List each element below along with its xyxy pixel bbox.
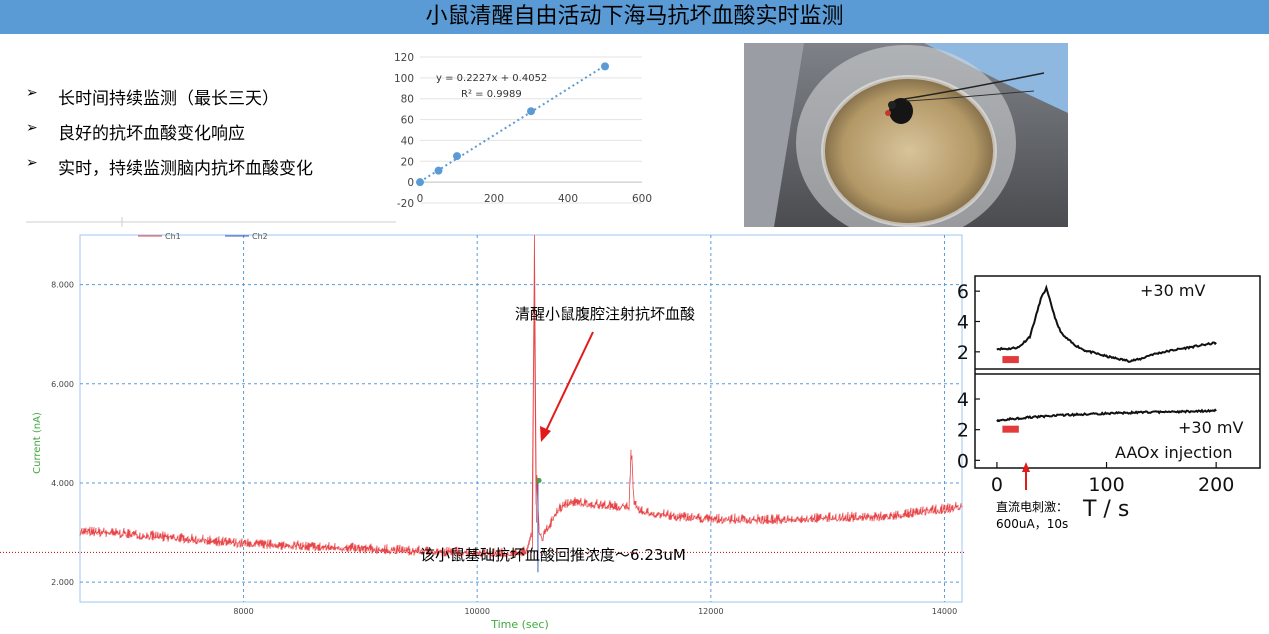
calibration-x-tick-label: 600: [632, 193, 652, 205]
calibration-point: [527, 107, 535, 116]
stim-y-tick-label: 4: [957, 312, 969, 334]
calibration-point: [434, 166, 443, 175]
stimulation-annotation: 直流电刺激： 600uA，10s: [996, 499, 1068, 533]
ch1-trace: [79, 234, 963, 558]
calibration-point: [601, 62, 609, 71]
calibration-points: [416, 62, 609, 187]
calibration-y-tick-label: 60: [401, 115, 414, 127]
calibration-y-tick-label: 120: [394, 52, 414, 64]
injection-annotation: 清醒小鼠腹腔注射抗坏血酸: [515, 305, 696, 323]
title-banner: [0, 0, 1269, 34]
calibration-grid: [420, 56, 642, 204]
arrow-bullet-icon: ➢: [26, 155, 38, 171]
main-x-tick-label: 12000: [698, 607, 723, 616]
main-chart-tick-labels: 2.000 4.000 6.000 8.000 8000 10000 12000 14000: [51, 281, 957, 616]
stim-y-tick-label: 0: [957, 450, 969, 472]
main-chart-frame: [79, 234, 963, 603]
calibration-y-tick-label: 100: [394, 73, 414, 85]
mouse-in-bowl-photo: [744, 43, 1068, 227]
photo-illustration: [744, 43, 1068, 227]
main-chart-series: [0, 234, 965, 573]
bullet-divider: [26, 217, 396, 227]
legend-ch1-label: Ch1: [165, 232, 181, 241]
calibration-y-tick-label: 40: [401, 135, 414, 147]
stim-y-tick-label: 2: [957, 342, 969, 364]
main-x-tick-label: 8000: [233, 607, 253, 616]
stim-y-tick-label: 4: [957, 389, 969, 411]
bullet-text: 良好的抗坏血酸变化响应: [58, 124, 245, 144]
panel2-label2: AAOx injection: [1115, 443, 1233, 462]
annotation-arrow-head-icon: [540, 426, 551, 442]
stimulation-chart-content: 2 4 6 0 2 4 0 100 200: [957, 275, 1261, 496]
panel2-label: +30 mV: [1178, 418, 1243, 437]
main-x-tick-label: 10000: [464, 607, 489, 616]
panel1-label: +30 mV: [1140, 281, 1205, 300]
main-y-tick-label: 6.000: [51, 380, 74, 389]
calibration-y-tick-label: 80: [401, 94, 414, 106]
stim-y-tick-label: 6: [957, 281, 969, 303]
stim-x-axis-label: T / s: [1082, 497, 1129, 522]
calibration-equation: y = 0.2227x + 0.4052: [436, 73, 547, 84]
calibration-trendline: [419, 64, 606, 183]
main-y-tick-label: 8.000: [51, 281, 74, 290]
stimulation-annotation-line1: 直流电刺激：: [996, 500, 1069, 514]
bullet-text: 实时，持续监测脑内抗坏血酸变化: [58, 159, 313, 179]
page-title: 小鼠清醒自由活动下海马抗坏血酸实时监测: [425, 4, 844, 29]
main-y-tick-label: 2.000: [51, 578, 74, 587]
stimulation-response-chart: 2 4 6 0 2 4 0 100 200 +30 mV +30 mV AAOx injecti…: [957, 275, 1261, 522]
stimulation-annotation-line2: 600uA，10s: [996, 517, 1069, 531]
calibration-x-tick-label: 0: [417, 193, 424, 205]
main-plot-area: [79, 234, 963, 603]
stim-trace: [996, 408, 1217, 423]
stim-bar: [1002, 425, 1019, 433]
main-x-axis-label: Time (sec): [490, 618, 549, 631]
legend-ch2-label: Ch2: [252, 232, 268, 241]
stim-trace: [996, 284, 1217, 363]
baseline-annotation: 该小鼠基础抗坏血酸回推浓度～6.23uM: [420, 546, 686, 564]
main-y-tick-label: 4.000: [51, 479, 74, 488]
calibration-y-tick-label: 0: [407, 177, 414, 189]
main-x-tick-label: 14000: [932, 607, 957, 616]
calibration-x-tick-label: 400: [558, 193, 578, 205]
annotation-arrow-line: [544, 331, 594, 434]
calibration-y-tick-label: -20: [397, 198, 414, 210]
arrow-bullet-icon: ➢: [26, 85, 38, 101]
stim-bar: [1002, 356, 1019, 364]
stim-y-tick-label: 2: [957, 420, 969, 442]
calibration-trendline-path: [419, 64, 606, 183]
stim-x-tick-label: 200: [1198, 474, 1234, 496]
stim-x-tick-label: 0: [991, 474, 1003, 496]
injection-point-marker: [536, 477, 542, 483]
calibration-point: [416, 178, 424, 187]
stim-x-tick-label: 100: [1088, 474, 1124, 496]
bullet-text: 长时间持续监测（最长三天）: [58, 89, 279, 109]
calibration-y-tick-label: 20: [401, 156, 414, 168]
stim-marker-arrow-icon: [1022, 462, 1030, 472]
main-chart-grid: [80, 235, 962, 602]
main-y-axis-label: Current (nA): [32, 412, 43, 474]
calibration-x-tick-label: 200: [484, 193, 504, 205]
calibration-point: [453, 152, 461, 161]
main-chart-legend: Ch1 Ch2: [138, 232, 268, 241]
arrow-bullet-icon: ➢: [26, 120, 38, 136]
stim-frame: [974, 275, 1261, 469]
calibration-r2: R² = 0.9989: [461, 89, 522, 100]
